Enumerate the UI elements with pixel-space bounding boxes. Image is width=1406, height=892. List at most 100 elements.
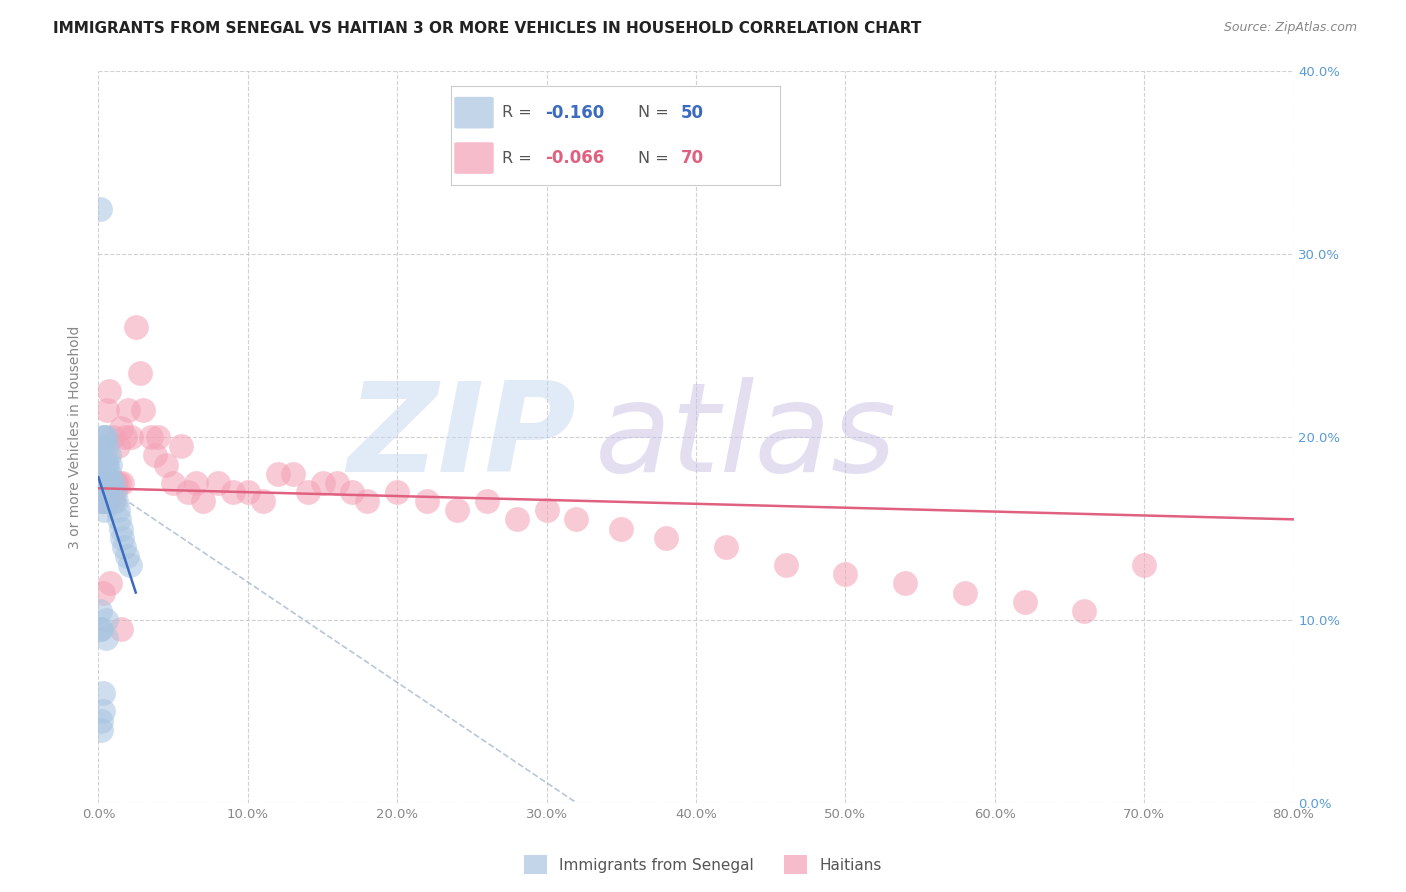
Point [446, 503, 468, 517]
Text: IMMIGRANTS FROM SENEGAL VS HAITIAN 3 OR MORE VEHICLES IN HOUSEHOLD CORRELATION C: IMMIGRANTS FROM SENEGAL VS HAITIAN 3 OR … [53, 21, 922, 37]
Point [162, 475, 184, 490]
Point [89, 475, 111, 490]
Point [894, 576, 917, 591]
Point [103, 430, 125, 444]
Point [90, 439, 112, 453]
Point [385, 485, 409, 500]
Point [93, 467, 115, 481]
Point [90, 622, 112, 636]
Point [93, 503, 115, 517]
Point [89, 485, 111, 500]
Point [90, 494, 112, 508]
Point [252, 494, 274, 508]
Point [94, 632, 117, 646]
Point [90, 714, 112, 728]
Point [94, 458, 117, 472]
Point [91, 475, 114, 490]
Point [107, 439, 129, 453]
Point [89, 475, 111, 490]
Point [565, 512, 588, 526]
Point [94, 613, 117, 627]
Point [94, 430, 117, 444]
Point [281, 467, 304, 481]
Point [114, 430, 136, 444]
Point [98, 458, 122, 472]
Point [191, 494, 214, 508]
Point [90, 485, 112, 500]
Point [129, 366, 152, 380]
Point [98, 475, 122, 490]
Point [118, 558, 141, 573]
Point [91, 458, 114, 472]
Text: atlas: atlas [595, 376, 897, 498]
Point [222, 485, 245, 500]
Point [104, 475, 127, 490]
Point [610, 521, 633, 535]
Point [101, 475, 124, 490]
Point [91, 485, 114, 500]
Point [105, 494, 128, 508]
Point [91, 430, 114, 444]
Point [103, 475, 125, 490]
Point [110, 521, 132, 535]
Point [416, 494, 439, 508]
Point [143, 448, 166, 462]
Point [90, 723, 112, 737]
Point [104, 485, 127, 500]
Point [714, 540, 737, 554]
Point [91, 705, 114, 719]
Point [94, 494, 117, 508]
Point [342, 485, 364, 500]
Point [775, 558, 797, 573]
Point [356, 494, 378, 508]
Point [1073, 604, 1095, 618]
Point [96, 402, 118, 417]
Point [184, 475, 207, 490]
Point [91, 686, 114, 700]
Text: Source: ZipAtlas.com: Source: ZipAtlas.com [1223, 21, 1357, 35]
Point [834, 567, 856, 582]
Point [103, 494, 125, 508]
Point [111, 531, 134, 545]
Point [506, 512, 529, 526]
Point [89, 202, 111, 216]
Point [655, 531, 678, 545]
Point [91, 494, 114, 508]
Point [105, 475, 128, 490]
Point [207, 475, 229, 490]
Point [117, 402, 139, 417]
Point [91, 585, 114, 599]
Point [96, 458, 118, 472]
Point [89, 622, 111, 636]
Point [90, 485, 112, 500]
Point [115, 549, 138, 563]
Point [475, 494, 498, 508]
Point [953, 585, 976, 599]
Point [139, 430, 162, 444]
Point [91, 485, 114, 500]
Point [111, 475, 134, 490]
Point [93, 430, 115, 444]
Point [89, 458, 111, 472]
Point [103, 494, 125, 508]
Point [112, 540, 135, 554]
Point [125, 320, 148, 334]
Point [89, 475, 111, 490]
Point [169, 439, 191, 453]
Point [90, 448, 112, 462]
Point [1014, 594, 1036, 608]
Point [97, 384, 120, 399]
Point [93, 448, 115, 462]
Point [89, 475, 111, 490]
Point [297, 485, 319, 500]
Point [1133, 558, 1156, 573]
Point [101, 485, 124, 500]
Point [97, 494, 120, 508]
Point [536, 503, 558, 517]
Point [97, 448, 120, 462]
Point [90, 475, 112, 490]
Point [98, 576, 122, 591]
Point [96, 439, 118, 453]
Point [91, 494, 114, 508]
Text: ZIP: ZIP [347, 376, 576, 498]
